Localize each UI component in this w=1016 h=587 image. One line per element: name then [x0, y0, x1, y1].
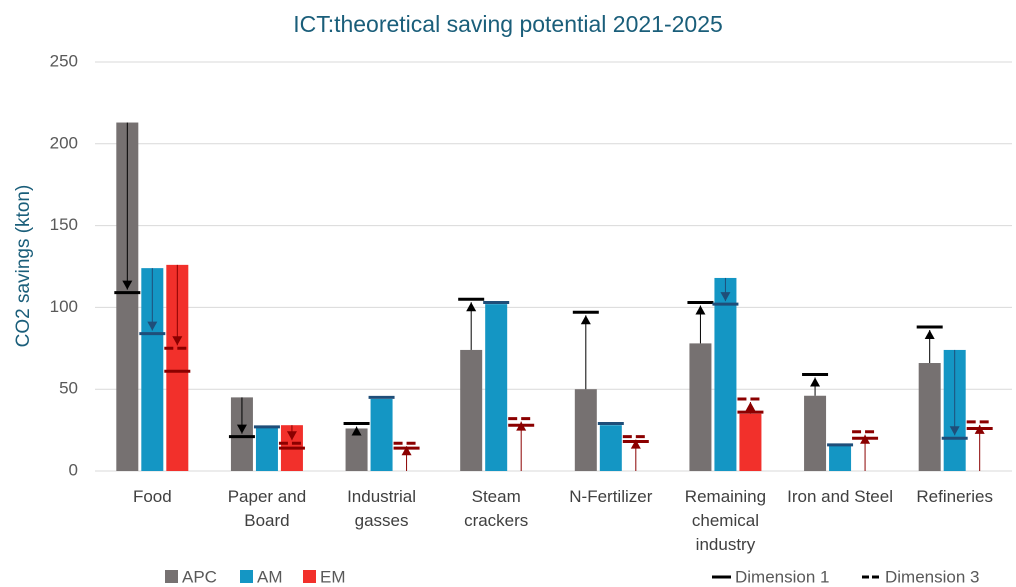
arrow-head: [172, 336, 183, 346]
y-tick-label: 100: [50, 297, 78, 316]
y-tick-label: 150: [50, 215, 78, 234]
arrow-head: [924, 330, 935, 340]
legend-label: Dimension 1: [735, 567, 830, 586]
bar: [141, 268, 164, 471]
x-tick-label: Remaining chemical industry: [684, 487, 767, 554]
arrow-head: [860, 434, 871, 444]
arrow-head: [122, 280, 133, 290]
arrow-head: [351, 426, 362, 436]
y-tick-label: 200: [50, 133, 78, 152]
bar: [345, 428, 368, 471]
bar: [166, 264, 189, 471]
bar: [804, 395, 827, 471]
arrow-head: [695, 305, 706, 315]
bar: [918, 363, 941, 471]
arrow-head: [580, 315, 591, 325]
x-tick-label: Industrial gasses: [347, 487, 417, 530]
arrow-head: [630, 439, 641, 449]
bar: [116, 122, 139, 472]
bar: [574, 389, 597, 471]
x-tick-label: Paper and Board: [227, 487, 307, 530]
y-tick-label: 50: [59, 379, 78, 398]
legend-swatch: [240, 570, 253, 583]
x-tick-label: Steam crackers: [464, 487, 529, 530]
bar: [485, 304, 508, 471]
legend-label: Dimension 3: [885, 567, 980, 586]
bar: [689, 343, 712, 471]
chart-title: ICT:theoretical saving potential 2021-20…: [293, 11, 723, 37]
arrow-head: [401, 446, 412, 456]
arrow-head: [745, 402, 756, 412]
legend-label: EM: [320, 567, 346, 586]
bar: [599, 425, 622, 471]
arrow-head: [466, 302, 477, 312]
x-tick-label: Refineries: [916, 487, 993, 506]
arrow-head: [810, 377, 821, 387]
arrow-head: [720, 292, 731, 302]
arrow-head: [949, 426, 960, 436]
bar: [230, 397, 253, 471]
bar: [370, 399, 393, 471]
arrow-head: [974, 424, 985, 434]
bar: [739, 413, 762, 471]
y-axis-label: CO2 savings (kton): [13, 185, 34, 348]
bar: [460, 349, 483, 471]
x-tick-label: N-Fertilizer: [569, 487, 653, 506]
legend-label: APC: [182, 567, 217, 586]
x-tick-label: Food: [132, 487, 172, 506]
y-tick-label: 0: [69, 460, 78, 479]
arrow-head: [236, 424, 247, 434]
legend-swatch: [303, 570, 316, 583]
y-tick-label: 250: [50, 51, 78, 70]
bar: [829, 444, 852, 471]
x-tick-label: Iron and Steel: [787, 487, 893, 506]
legend-label: AM: [257, 567, 283, 586]
legend-swatch: [165, 570, 178, 583]
arrow-head: [286, 431, 297, 441]
bar: [714, 277, 737, 471]
bar: [255, 426, 278, 471]
arrow-head: [147, 321, 158, 331]
arrow-head: [516, 421, 527, 431]
